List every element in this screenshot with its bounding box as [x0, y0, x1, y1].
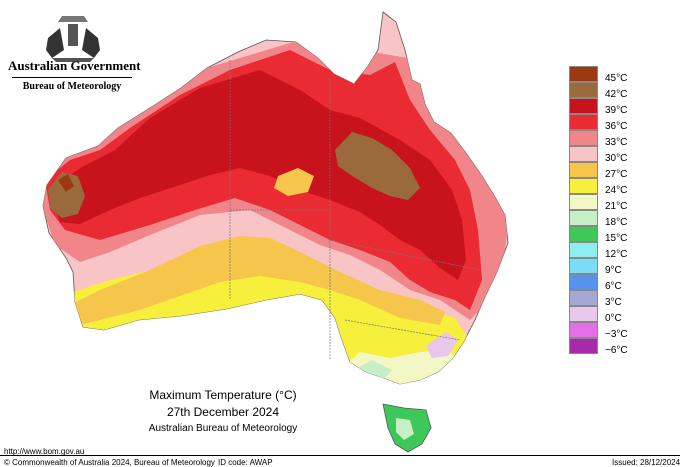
footer-issued: Issued: 28/12/2024 [612, 458, 680, 467]
legend-label: 6°C [605, 281, 622, 292]
legend-label: 33°C [605, 137, 628, 148]
legend-swatch [569, 226, 598, 242]
legend-label: 18°C [605, 217, 628, 228]
legend-swatch [569, 210, 598, 226]
legend-swatch [569, 274, 598, 290]
band-42c-central [335, 132, 420, 200]
legend-swatch [569, 306, 598, 322]
band-39c [50, 70, 466, 280]
legend-label: 21°C [605, 201, 628, 212]
tasmania-cool [396, 418, 414, 440]
legend-swatch [569, 194, 598, 210]
footer-url[interactable]: http://www.bom.gov.au [4, 447, 85, 456]
legend-swatch [569, 338, 598, 354]
legend-swatch [569, 162, 598, 178]
legend-swatch [569, 146, 598, 162]
legend-swatch [569, 98, 598, 114]
legend-label: 36°C [605, 121, 628, 132]
legend-label: −3°C [605, 329, 628, 340]
legend-swatch [569, 242, 598, 258]
legend-label: 12°C [605, 249, 628, 260]
band-30c-patch [274, 168, 314, 196]
legend-swatch [569, 290, 598, 306]
legend-label: 27°C [605, 169, 628, 180]
legend-swatch [569, 82, 598, 98]
legend-label: 24°C [605, 185, 628, 196]
legend-swatch [569, 66, 598, 82]
band-36c [45, 50, 482, 310]
footer-copyright: © Commonwealth of Australia 2024, Bureau… [4, 458, 215, 467]
header-divider [12, 77, 132, 78]
legend-label: 9°C [605, 265, 622, 276]
legend-swatch [569, 178, 598, 194]
state-borders [229, 60, 481, 360]
legend-label: −6°C [605, 345, 628, 356]
band-42c-west [48, 172, 85, 218]
agency-header: Australian Government Bureau of Meteorol… [8, 10, 141, 92]
coat-of-arms-icon [46, 16, 100, 62]
map-caption: Maximum Temperature (°C) 27th December 2… [128, 388, 318, 435]
legend-label: 45°C [605, 73, 628, 84]
government-name: Australian Government [8, 58, 141, 73]
legend-swatch [569, 130, 598, 146]
band-27c [60, 236, 445, 330]
legend-swatch [569, 258, 598, 274]
legend-label: 30°C [605, 153, 628, 164]
footer-divider [0, 455, 680, 456]
footer-id-code: ID code: AWAP [218, 458, 273, 467]
legend-label: 42°C [605, 89, 628, 100]
bureau-name: Bureau of Meteorology [22, 81, 122, 92]
legend-swatch [569, 322, 598, 338]
legend-label: 15°C [605, 233, 628, 244]
legend-label: 3°C [605, 297, 622, 308]
map-source: Australian Bureau of Meteorology [148, 423, 298, 434]
map-title: Maximum Temperature (°C) [149, 388, 297, 402]
band-45c-west [58, 174, 74, 192]
map-date: 27th December 2024 [166, 405, 280, 419]
legend-label: 39°C [605, 105, 628, 116]
legend-label: 0°C [605, 313, 622, 324]
legend-swatch [569, 114, 598, 130]
